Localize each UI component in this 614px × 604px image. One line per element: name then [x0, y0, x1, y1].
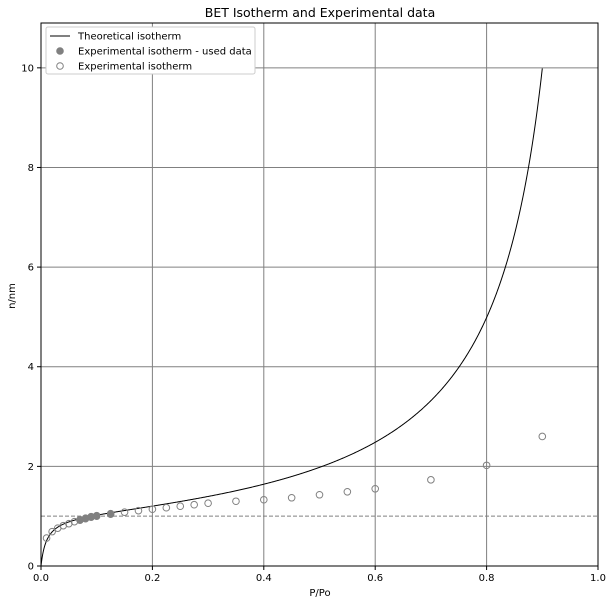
legend-filled-marker [56, 47, 64, 55]
experimental-point [260, 495, 268, 504]
theoretical-isotherm-line [40, 68, 543, 567]
experimental-point [176, 502, 185, 511]
experimental-point [371, 484, 380, 493]
x-axis-label: P/Po [309, 588, 330, 599]
legend: Theoretical isotherm Experimental isother… [45, 26, 256, 75]
x-tick-label: 0.6 [367, 573, 383, 584]
legend-box [45, 26, 256, 75]
experimental-point [162, 503, 171, 512]
legend-label: Theoretical isotherm [77, 32, 181, 43]
experimental-point [343, 487, 352, 496]
experimental-point [232, 497, 240, 506]
x-tick-label: 0.8 [479, 573, 495, 584]
experimental-point [538, 432, 547, 441]
experimental-point [427, 476, 435, 484]
y-tick-label: 6 [28, 263, 34, 274]
experimental-point [120, 508, 129, 516]
series-lines [40, 68, 543, 567]
y-tick-label: 8 [28, 163, 34, 174]
experimental-point [287, 493, 296, 502]
used-data-point [106, 509, 115, 518]
used-data-point [92, 511, 101, 520]
experimental-point [315, 490, 324, 499]
chart-title: BET Isotherm and Experimental data [205, 5, 436, 20]
experimental-point [148, 505, 157, 514]
x-tick-label: 0.2 [144, 573, 160, 584]
plot-frame [40, 22, 599, 567]
legend-open-marker [56, 62, 64, 70]
experimental-point [204, 499, 212, 508]
x-tick-label: 0.0 [33, 573, 49, 584]
y-tick-label: 10 [21, 63, 34, 74]
y-tick-label: 2 [28, 462, 34, 473]
x-tick-label: 0.4 [256, 573, 272, 584]
legend-label: Experimental isotherm [78, 62, 192, 73]
experimental-point [48, 527, 56, 536]
legend-label: Experimental isotherm - used data [78, 47, 252, 58]
y-axis-label: n/nm [7, 283, 18, 309]
x-tick-label: 1.0 [590, 573, 606, 584]
axis-ticks: 0.0 0.2 0.4 0.6 0.8 1.0 0 2 4 6 8 10 [21, 63, 606, 584]
series-points [42, 432, 547, 542]
experimental-point [42, 534, 51, 542]
experimental-point [482, 461, 491, 470]
experimental-point [134, 506, 143, 515]
y-tick-label: 4 [28, 362, 34, 373]
y-tick-label: 0 [28, 562, 34, 573]
experimental-point [190, 500, 198, 509]
